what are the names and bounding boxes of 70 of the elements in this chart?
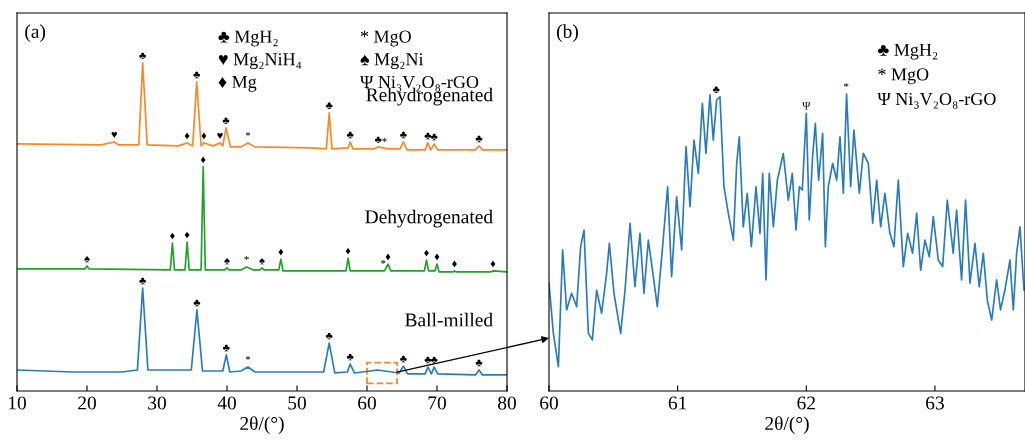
annotation: ♣ xyxy=(346,131,354,139)
annotation: ♦ xyxy=(490,260,496,268)
annotation: * xyxy=(245,131,251,136)
annotation: ♦ xyxy=(424,249,429,257)
annotation: ♠ xyxy=(259,257,265,265)
annotation: ♦ Mg xyxy=(218,76,257,92)
annotation: ♣ xyxy=(193,299,201,307)
annotation: ♦ xyxy=(169,232,175,240)
annotation: ♦ xyxy=(200,156,206,164)
x-tick-label: 80 xyxy=(498,396,516,410)
annotation: ♠ xyxy=(84,255,90,263)
annotation: ♣ xyxy=(424,132,432,140)
annotation: ♦ xyxy=(452,260,457,268)
text: ♣ MgH₂ xyxy=(218,30,278,47)
annotation: ♣ xyxy=(346,353,354,361)
text: * MgO xyxy=(360,30,411,47)
annotation: ♣ xyxy=(139,277,146,285)
annotation: ♣ xyxy=(325,102,333,109)
x-tick-label: 62 xyxy=(797,396,815,410)
x-tick-label: 60 xyxy=(358,396,376,410)
annotation: Ψ xyxy=(802,102,811,110)
annotation: ♣ xyxy=(325,332,333,340)
annotation: ♠ xyxy=(224,257,230,265)
annotation: ♣ xyxy=(424,356,432,364)
annotation: ♦ xyxy=(184,132,190,140)
x-tick-label: 50 xyxy=(288,396,306,410)
x-tick-label: 30 xyxy=(148,396,166,410)
annotation: ♦ xyxy=(278,248,284,256)
annotation: ♥ Mg₂NiH₄ xyxy=(218,53,302,70)
annotation: * xyxy=(244,255,249,261)
chart-title: (b) xyxy=(556,24,578,42)
annotation: ♣ xyxy=(400,131,407,139)
annotation: ♣ xyxy=(222,344,230,352)
x-tick-label: 70 xyxy=(428,396,446,410)
annotation: ♥ xyxy=(217,132,223,140)
annotation: ♣ xyxy=(193,71,201,79)
annotation: ♣ xyxy=(475,135,483,143)
annotation: Ψ Ni₃V₂O₈-rGO xyxy=(877,92,996,109)
annotation: ♣ xyxy=(374,136,382,144)
annotation: * xyxy=(843,83,849,88)
x-tick-label: 61 xyxy=(668,396,687,410)
chart-title: (a) xyxy=(25,24,46,42)
x-axis-title: 2θ/(°) xyxy=(765,416,809,435)
annotation: ♣ xyxy=(222,117,230,125)
annotation: ♦ xyxy=(345,247,351,255)
x-axis-title: 2θ/(°) xyxy=(240,416,284,435)
x-tick-label: 20 xyxy=(78,396,96,410)
annotation: ♣ xyxy=(139,52,146,60)
annotation: ♥ xyxy=(111,131,118,139)
annotation: * xyxy=(382,137,387,142)
annotation: ♦ xyxy=(201,132,207,140)
annotation: ♦ xyxy=(184,231,190,239)
annotation: ♣ xyxy=(400,355,407,363)
text: Ball-milled xyxy=(405,312,493,327)
text: * MgO xyxy=(878,68,929,85)
annotation: * xyxy=(245,356,251,361)
annotation: ♣ xyxy=(712,86,720,93)
annotation: ♠ Mg₂Ni xyxy=(360,53,424,70)
x-tick-label: 10 xyxy=(8,396,26,410)
series-label: Dehydrogenated xyxy=(365,209,493,228)
annotation: ♣ xyxy=(430,133,438,141)
x-tick-label: 63 xyxy=(926,396,944,410)
annotation: * xyxy=(380,259,386,264)
x-tick-label: 60 xyxy=(540,396,558,410)
text: ♣ MgH₂ xyxy=(877,43,938,60)
annotation: ♣ xyxy=(430,356,438,364)
annotation: ♦ xyxy=(385,253,391,261)
x-tick-label: 40 xyxy=(217,396,236,410)
annotation: ♦ xyxy=(434,253,440,261)
annotation: ♣ xyxy=(475,359,483,367)
